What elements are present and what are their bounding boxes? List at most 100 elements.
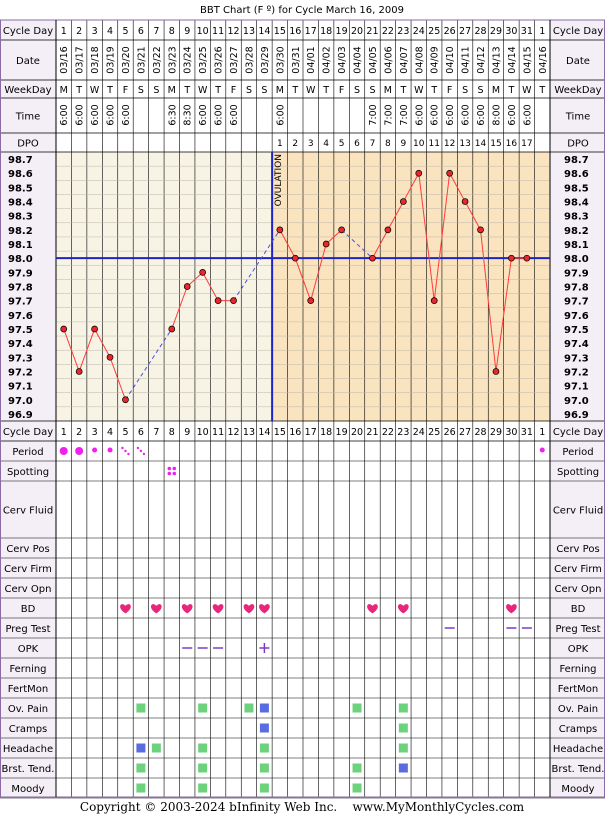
date-label: 04/14 bbox=[507, 46, 518, 73]
cycle-day-number: 1 bbox=[61, 427, 67, 438]
temperature-point bbox=[477, 226, 484, 234]
weekday-label: M bbox=[384, 85, 392, 96]
symptom-green-square bbox=[198, 703, 208, 713]
date-label: 03/29 bbox=[260, 46, 271, 73]
bd-heart-icon bbox=[243, 604, 255, 614]
temperature-point bbox=[91, 325, 98, 333]
symptom-label: Brst. Tend. bbox=[2, 764, 55, 775]
cycle-day-number: 19 bbox=[336, 427, 348, 438]
marks-layer bbox=[56, 152, 550, 793]
temperature-segment bbox=[63, 328, 80, 372]
time-label: 6:00 bbox=[214, 104, 225, 125]
period-spotting-dot bbox=[139, 449, 143, 453]
y-tick-label: 97.8 bbox=[564, 283, 589, 294]
weekday-label: T bbox=[183, 85, 190, 96]
symptom-label: BD bbox=[571, 604, 586, 615]
temperature-point bbox=[492, 368, 500, 375]
cycle-day-number: 10 bbox=[197, 427, 209, 438]
spotting-dot bbox=[172, 466, 177, 471]
temperature-point bbox=[106, 353, 114, 361]
temperature-segment bbox=[402, 172, 420, 202]
row-label: Cycle Day bbox=[3, 427, 53, 438]
y-tick-label: 98.3 bbox=[564, 212, 589, 223]
symptom-label: Cerv Firm bbox=[554, 564, 602, 575]
symptom-label: Ferning bbox=[9, 664, 46, 675]
cycle-day-number: 25 bbox=[428, 26, 440, 37]
date-label: 04/09 bbox=[430, 46, 441, 73]
row-label: Date bbox=[566, 56, 590, 67]
temperature-segment bbox=[418, 173, 435, 301]
symptom-label: BD bbox=[21, 604, 36, 615]
temperature-point bbox=[369, 254, 376, 262]
y-tick-label: 98.2 bbox=[8, 226, 33, 237]
weekday-label: T bbox=[75, 85, 82, 96]
cycle-day-number: 30 bbox=[505, 26, 517, 37]
date-label: 04/10 bbox=[445, 46, 456, 73]
spotting-dot bbox=[172, 471, 177, 476]
dpo-number: 1 bbox=[277, 139, 283, 149]
cycle-day-number: 28 bbox=[474, 427, 486, 438]
symptom-label: Spotting bbox=[7, 467, 49, 478]
date-label: 03/17 bbox=[75, 46, 86, 73]
symptom-label: OPK bbox=[568, 644, 589, 655]
temperature-segment bbox=[294, 258, 312, 301]
weekday-label: F bbox=[447, 85, 452, 96]
weekday-label: F bbox=[231, 85, 236, 96]
symptom-label: Cerv Fluid bbox=[3, 506, 53, 517]
cycle-day-number: 13 bbox=[243, 26, 255, 37]
cycle-day-number: 23 bbox=[397, 427, 409, 438]
cycle-day-number: 26 bbox=[444, 26, 456, 37]
dpo-number: 4 bbox=[323, 139, 329, 149]
y-tick-label: 97.4 bbox=[564, 339, 589, 350]
bd-heart-icon bbox=[150, 604, 162, 614]
symptom-label: Ferning bbox=[559, 664, 596, 675]
weekday-label: T bbox=[538, 85, 545, 96]
time-label: 7:00 bbox=[383, 104, 394, 125]
date-label: 03/18 bbox=[90, 46, 101, 73]
symptom-blue-square bbox=[136, 743, 146, 753]
symptom-green-square bbox=[398, 723, 408, 733]
cycle-day-number: 9 bbox=[184, 26, 190, 37]
cycle-day-number: 17 bbox=[305, 26, 317, 37]
temperature-point bbox=[399, 198, 407, 205]
grid-layer bbox=[0, 19, 605, 799]
row-label: Time bbox=[15, 112, 40, 123]
symptom-green-square bbox=[398, 743, 408, 753]
date-label: 03/25 bbox=[198, 46, 209, 73]
temperature-segment bbox=[480, 229, 497, 372]
weekday-label: M bbox=[168, 85, 176, 96]
period-spotting-dot bbox=[142, 452, 146, 456]
row-label: Cycle Day bbox=[553, 26, 603, 37]
weekday-label: T bbox=[106, 85, 113, 96]
y-tick-label: 98.0 bbox=[8, 254, 33, 265]
bd-heart-icon bbox=[120, 604, 131, 614]
weekday-label: W bbox=[522, 85, 532, 96]
date-label: 04/04 bbox=[353, 46, 364, 73]
date-label: 03/30 bbox=[275, 46, 286, 73]
date-label: 04/13 bbox=[491, 46, 502, 73]
y-tick-label: 97.2 bbox=[8, 367, 33, 378]
cycle-day-number: 23 bbox=[397, 26, 409, 37]
cycle-day-number: 8 bbox=[169, 26, 175, 37]
cycle-day-number: 1 bbox=[61, 26, 67, 37]
time-label: 6:00 bbox=[414, 104, 425, 125]
date-label: 04/12 bbox=[476, 46, 487, 73]
background-layer bbox=[0, 20, 605, 797]
temperature-point bbox=[199, 268, 207, 276]
y-tick-label: 97.0 bbox=[8, 396, 33, 407]
time-label: 6:30 bbox=[167, 104, 178, 125]
temperature-point bbox=[276, 226, 284, 234]
symptom-green-square bbox=[352, 783, 362, 793]
cycle-day-number: 24 bbox=[413, 26, 425, 37]
dpo-number: 6 bbox=[354, 139, 360, 149]
time-label: 6:00 bbox=[90, 104, 101, 125]
symptom-green-square bbox=[198, 783, 208, 793]
weekday-label: S bbox=[153, 85, 159, 96]
cycle-day-number: 3 bbox=[92, 26, 98, 37]
time-label: 7:00 bbox=[368, 104, 379, 125]
y-tick-label: 96.9 bbox=[8, 410, 33, 421]
y-tick-label: 97.5 bbox=[564, 325, 589, 336]
dpo-number: 17 bbox=[521, 139, 532, 149]
symptom-green-square bbox=[259, 743, 269, 753]
